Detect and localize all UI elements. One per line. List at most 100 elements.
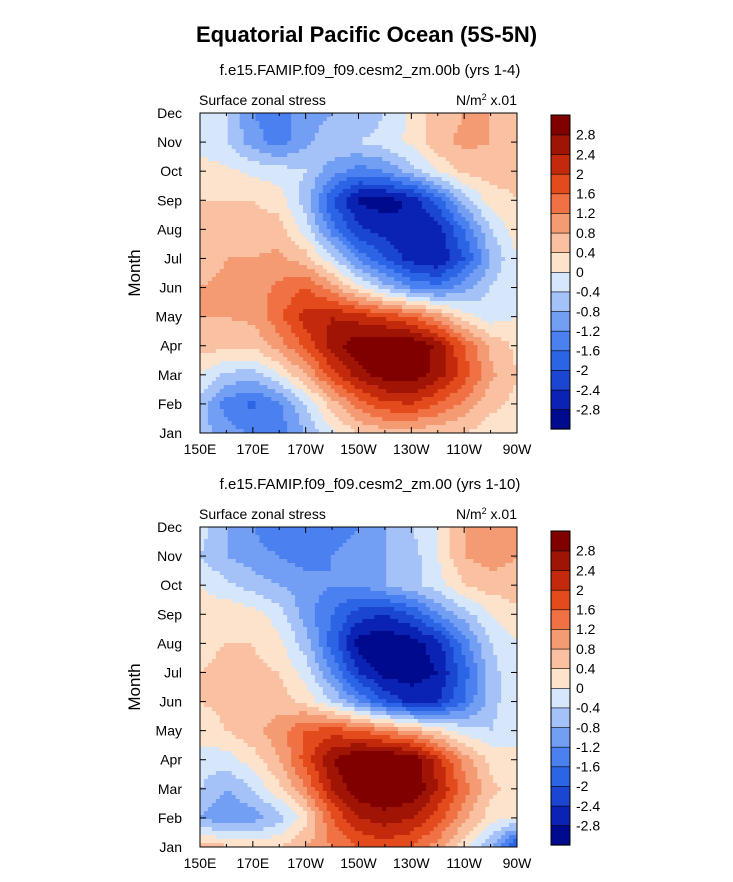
field-cell <box>454 245 458 250</box>
field-cell <box>347 237 351 242</box>
field-cell <box>236 253 240 258</box>
field-cell <box>275 209 279 214</box>
field-cell <box>303 269 307 274</box>
field-cell <box>366 309 370 314</box>
field-cell <box>473 269 477 274</box>
field-cell <box>477 129 481 134</box>
field-cell <box>473 337 477 342</box>
field-cell <box>351 313 355 318</box>
field-cell <box>355 301 359 306</box>
field-cell <box>414 329 418 334</box>
field-cell <box>228 313 232 318</box>
field-cell <box>248 241 252 246</box>
field-cell <box>438 349 442 354</box>
field-cell <box>362 137 366 142</box>
field-cell <box>465 261 469 266</box>
field-cell <box>458 325 462 330</box>
field-cell <box>434 209 438 214</box>
field-cell <box>406 237 410 242</box>
field-cell <box>299 309 303 314</box>
field-cell <box>406 341 410 346</box>
field-cell <box>200 197 204 202</box>
field-cell <box>366 201 370 206</box>
field-cell <box>390 329 394 334</box>
field-cell <box>259 181 263 186</box>
field-cell <box>458 305 462 310</box>
field-cell <box>462 173 466 178</box>
field-cell <box>406 125 410 130</box>
field-cell <box>477 229 481 234</box>
field-cell <box>438 245 442 250</box>
field-cell <box>200 321 204 326</box>
field-cell <box>505 317 509 322</box>
field-cell <box>406 285 410 290</box>
field-cell <box>335 241 339 246</box>
field-cell <box>347 197 351 202</box>
field-cell <box>335 309 339 314</box>
field-cell <box>497 289 501 294</box>
field-cell <box>505 233 509 238</box>
field-cell <box>263 201 267 206</box>
field-cell <box>252 325 256 330</box>
field-cell <box>430 221 434 226</box>
field-cell <box>410 193 414 198</box>
field-cell <box>462 257 466 262</box>
field-cell <box>216 285 220 290</box>
field-cell <box>485 121 489 126</box>
field-cell <box>236 197 240 202</box>
field-cell <box>236 237 240 242</box>
field-cell <box>279 129 283 134</box>
field-cell <box>299 361 303 366</box>
field-cell <box>204 225 208 230</box>
field-cell <box>263 229 267 234</box>
field-cell <box>220 221 224 226</box>
field-cell <box>462 313 466 318</box>
field-cell <box>489 137 493 142</box>
field-cell <box>382 177 386 182</box>
field-cell <box>303 289 307 294</box>
field-cell <box>252 153 256 158</box>
field-cell <box>501 309 505 314</box>
field-cell <box>509 341 513 346</box>
field-cell <box>335 129 339 134</box>
field-cell <box>362 253 366 258</box>
field-cell <box>481 113 485 118</box>
field-cell <box>477 357 481 362</box>
field-cell <box>493 149 497 154</box>
field-cell <box>362 217 366 222</box>
field-cell <box>454 137 458 142</box>
field-cell <box>446 297 450 302</box>
field-cell <box>434 333 438 338</box>
field-cell <box>414 169 418 174</box>
field-cell <box>291 257 295 262</box>
field-cell <box>450 209 454 214</box>
field-cell <box>240 201 244 206</box>
field-cell <box>422 197 426 202</box>
field-cell <box>473 185 477 190</box>
field-cell <box>224 345 228 350</box>
field-cell <box>509 197 513 202</box>
field-cell <box>303 185 307 190</box>
field-cell <box>263 185 267 190</box>
field-cell <box>438 161 442 166</box>
field-cell <box>291 297 295 302</box>
field-cell <box>240 173 244 178</box>
field-cell <box>501 169 505 174</box>
field-cell <box>220 357 224 362</box>
field-cell <box>319 189 323 194</box>
field-cell <box>362 149 366 154</box>
field-cell <box>295 241 299 246</box>
field-cell <box>315 345 319 350</box>
field-cell <box>240 221 244 226</box>
field-cell <box>275 249 279 254</box>
field-cell <box>259 301 263 306</box>
field-cell <box>462 289 466 294</box>
field-cell <box>394 205 398 210</box>
field-cell <box>339 337 343 342</box>
field-cell <box>220 229 224 234</box>
field-cell <box>311 269 315 274</box>
field-cell <box>208 261 212 266</box>
field-cell <box>489 229 493 234</box>
field-cell <box>303 261 307 266</box>
field-cell <box>359 137 363 142</box>
